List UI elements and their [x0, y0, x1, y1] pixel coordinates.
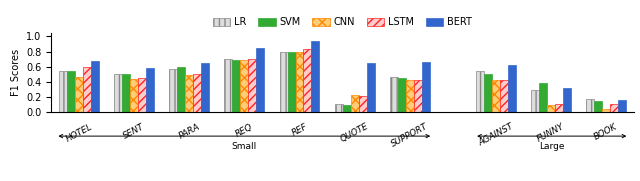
Bar [414, 80, 422, 112]
Text: Large: Large [539, 142, 564, 151]
Bar [280, 52, 287, 112]
Bar [138, 78, 146, 112]
Bar [335, 104, 342, 112]
Bar [351, 95, 358, 112]
Bar [185, 75, 193, 112]
Bar [618, 100, 626, 112]
Bar [225, 59, 232, 112]
Bar [296, 52, 303, 112]
Bar [59, 71, 67, 112]
Bar [146, 68, 154, 112]
Bar [547, 105, 555, 112]
Bar [367, 63, 374, 112]
Bar [594, 101, 602, 112]
Y-axis label: F1 Scores: F1 Scores [10, 49, 20, 96]
Bar [586, 99, 594, 112]
Bar [610, 104, 618, 112]
Bar [303, 49, 312, 112]
Bar [390, 77, 398, 112]
Bar [122, 73, 130, 112]
Bar [492, 80, 500, 112]
Bar [287, 52, 296, 112]
Bar [358, 96, 367, 112]
Bar [312, 41, 319, 112]
Legend: LR, SVM, CNN, LSTM, BERT: LR, SVM, CNN, LSTM, BERT [209, 14, 476, 31]
Bar [256, 48, 264, 112]
Bar [484, 73, 492, 112]
Text: Small: Small [232, 142, 257, 151]
Bar [555, 104, 563, 112]
Bar [398, 78, 406, 112]
Bar [500, 80, 508, 112]
Bar [75, 77, 83, 112]
Bar [241, 60, 248, 112]
Bar [83, 68, 91, 112]
Bar [476, 71, 484, 112]
Bar [201, 63, 209, 112]
Bar [130, 79, 138, 112]
Bar [114, 73, 122, 112]
Bar [539, 83, 547, 112]
Bar [531, 90, 539, 112]
Bar [422, 62, 430, 112]
Bar [67, 71, 75, 112]
Bar [602, 109, 610, 112]
Bar [232, 60, 241, 112]
Bar [193, 74, 201, 112]
Bar [177, 68, 185, 112]
Bar [248, 59, 256, 112]
Bar [169, 69, 177, 112]
Bar [342, 105, 351, 112]
Bar [563, 88, 571, 112]
Bar [406, 80, 414, 112]
Bar [91, 61, 99, 112]
Bar [508, 65, 516, 112]
